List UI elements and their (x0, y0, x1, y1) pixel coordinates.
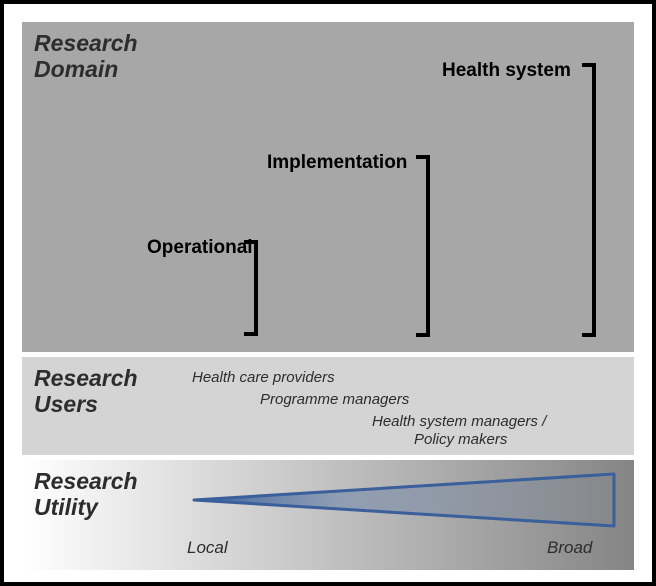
user-policy-makers: Policy makers (414, 431, 507, 448)
utility-label-local: Local (187, 538, 228, 558)
diagram-frame: ResearchDomain Operational Implementatio… (0, 0, 656, 586)
utility-wedge (194, 474, 614, 526)
title-research-domain: ResearchDomain (34, 30, 138, 83)
bracket-label-operational: Operational (147, 237, 253, 259)
title-research-users: ResearchUsers (34, 365, 138, 418)
user-programme-managers: Programme managers (260, 391, 409, 408)
user-health-system-managers: Health system managers / (372, 413, 546, 430)
bracket-health-system (582, 63, 596, 337)
bracket-operational (244, 240, 258, 336)
panel-research-utility: ResearchUtility Local Broad (22, 460, 634, 570)
panel-research-domain: ResearchDomain Operational Implementatio… (22, 22, 634, 352)
title-text-users: ResearchUsers (34, 365, 138, 417)
bracket-implementation (416, 155, 430, 337)
utility-label-broad: Broad (547, 538, 592, 558)
bracket-label-health-system: Health system (442, 60, 571, 82)
user-healthcare-providers: Health care providers (192, 369, 335, 386)
panel-research-users: ResearchUsers Health care providers Prog… (22, 357, 634, 455)
bracket-label-implementation: Implementation (267, 152, 407, 174)
title-text-domain-1: ResearchDomain (34, 30, 138, 82)
